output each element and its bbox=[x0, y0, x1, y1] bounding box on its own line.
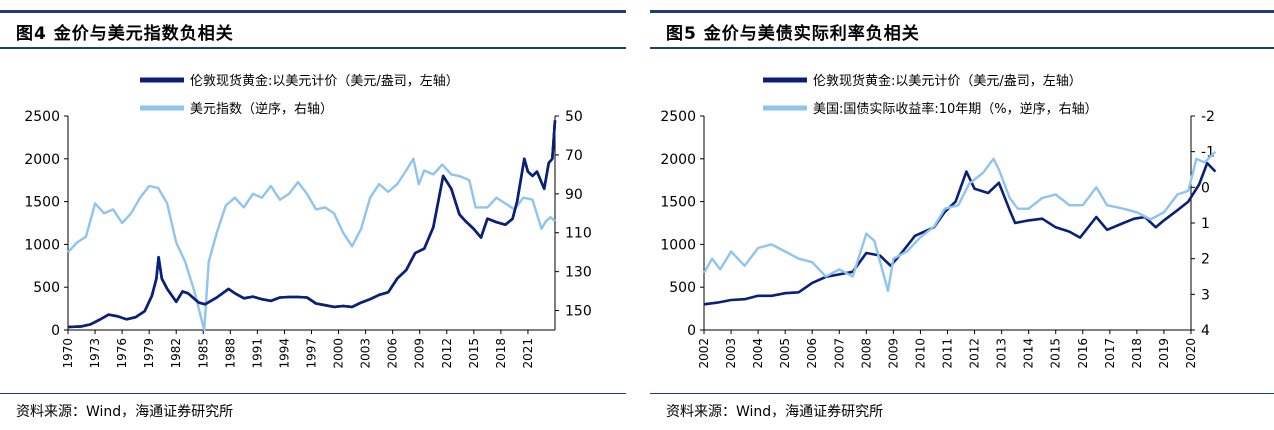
x-tick-label: 2020 bbox=[1184, 338, 1198, 369]
y-right-tick-label: 2 bbox=[1201, 252, 1210, 268]
y-right-tick-label: 90 bbox=[565, 187, 583, 203]
x-tick-label: 2014 bbox=[1022, 338, 1036, 369]
y-right-tick-label: 0 bbox=[1201, 180, 1210, 196]
x-tick-label: 2007 bbox=[832, 338, 846, 369]
x-tick-label: 2018 bbox=[494, 338, 508, 369]
x-tick-label: 1970 bbox=[61, 338, 75, 369]
title-bar: 图5 金价与美债实际利率负相关 bbox=[650, 10, 1274, 49]
x-tick-label: 2015 bbox=[467, 338, 481, 369]
source-note: 资料来源：Wind，海通证券研究所 bbox=[666, 404, 884, 420]
panel-fig4: 图4 金价与美元指数负相关 2500 2000 1500 1000 500 0 50 70 90… bbox=[0, 0, 626, 430]
series-gold-line bbox=[67, 120, 557, 329]
y-right-tick-label: 50 bbox=[565, 109, 583, 125]
x-tick-label: 2010 bbox=[913, 338, 927, 369]
y-right-tick-label: -2 bbox=[1201, 109, 1215, 125]
y-right-tick-label: 4 bbox=[1201, 323, 1210, 339]
y-left-tick-label: 1000 bbox=[24, 237, 60, 253]
x-tick-label: 2011 bbox=[941, 338, 955, 369]
x-tick-label: 2008 bbox=[859, 338, 873, 369]
x-tick-label: 1982 bbox=[169, 338, 183, 369]
x-tick-label: 2009 bbox=[413, 338, 427, 369]
y-right-tick-label: 1 bbox=[1201, 216, 1210, 232]
x-tick-label: 2003 bbox=[359, 338, 373, 369]
legend-label: 美国:国债实际收益率:10年期（%，逆序，右轴） bbox=[813, 101, 1098, 117]
chart-title: 图4 金价与美元指数负相关 bbox=[16, 24, 234, 44]
source-note: 资料来源：Wind，海通证券研究所 bbox=[16, 404, 234, 420]
x-tick-label: 2012 bbox=[968, 338, 982, 369]
x-tick-label: 2016 bbox=[1076, 338, 1090, 369]
series-right-axis-line bbox=[702, 150, 1217, 293]
y-right-tick-label: 70 bbox=[565, 148, 583, 164]
x-tick-label: 2006 bbox=[386, 338, 400, 369]
chart-fig4: 2500 2000 1500 1000 500 0 50 70 90 110 130 150 1970 1… bbox=[24, 73, 592, 369]
legend-label: 伦敦现货黄金:以美元计价（美元/盎司，左轴） bbox=[190, 73, 459, 89]
x-tick-label: 2009 bbox=[886, 338, 900, 369]
series-right-axis-line bbox=[67, 157, 556, 332]
x-tick-label: 1976 bbox=[115, 338, 129, 369]
y-left-tick-label: 1500 bbox=[24, 195, 60, 211]
x-tick-label: 1997 bbox=[305, 338, 319, 369]
x-tick-label: 2002 bbox=[697, 338, 711, 369]
series-gold-line bbox=[703, 161, 1217, 306]
x-tick-label: 1973 bbox=[88, 338, 102, 369]
x-tick-label: 2006 bbox=[805, 338, 819, 369]
y-left-tick-label: 1500 bbox=[660, 195, 696, 211]
y-right-tick-label: 110 bbox=[565, 226, 592, 242]
x-tick-label: 2018 bbox=[1130, 338, 1144, 369]
y-left-tick-label: 0 bbox=[687, 323, 696, 339]
x-tick-label: 2013 bbox=[995, 338, 1009, 369]
series-gold-line-front bbox=[67, 120, 557, 329]
x-tick-label: 1991 bbox=[250, 338, 264, 369]
chart-title: 图5 金价与美债实际利率负相关 bbox=[666, 24, 920, 44]
y-left-tick-label: 0 bbox=[51, 323, 60, 339]
x-tick-label: 1988 bbox=[223, 338, 237, 369]
y-left-tick-label: 2500 bbox=[660, 109, 696, 125]
x-tick-label: 2021 bbox=[521, 338, 535, 369]
x-tick-label: 2017 bbox=[1103, 338, 1117, 369]
panel-fig5: 图5 金价与美债实际利率负相关 2500 2000 1500 1000 500 0 -2 -1… bbox=[650, 0, 1274, 430]
divider bbox=[0, 393, 626, 394]
y-left-tick-label: 500 bbox=[33, 280, 60, 296]
divider bbox=[650, 393, 1274, 394]
title-bar: 图4 金价与美元指数负相关 bbox=[0, 10, 626, 49]
x-tick-label: 2003 bbox=[724, 338, 738, 369]
x-tick-label: 2005 bbox=[778, 338, 792, 369]
y-right-tick-label: 3 bbox=[1201, 287, 1210, 303]
legend-label: 伦敦现货黄金:以美元计价（美元/盎司，左轴） bbox=[813, 73, 1082, 89]
y-left-tick-label: 500 bbox=[669, 280, 696, 296]
x-tick-label: 2019 bbox=[1157, 338, 1171, 369]
x-tick-label: 2000 bbox=[332, 338, 346, 369]
y-left-tick-label: 2000 bbox=[660, 152, 696, 168]
y-right-tick-label: 130 bbox=[565, 265, 592, 281]
y-left-tick-label: 2500 bbox=[24, 109, 60, 125]
x-tick-label: 1979 bbox=[142, 338, 156, 369]
x-tick-label: 1985 bbox=[196, 338, 210, 369]
legend-label: 美元指数（逆序，右轴） bbox=[190, 101, 333, 117]
y-left-tick-label: 2000 bbox=[24, 152, 60, 168]
x-tick-label: 2004 bbox=[751, 338, 765, 369]
x-tick-label: 1994 bbox=[277, 338, 291, 369]
x-tick-label: 2012 bbox=[440, 338, 454, 369]
x-tick-label: 2015 bbox=[1049, 338, 1063, 369]
y-left-tick-label: 1000 bbox=[660, 237, 696, 253]
y-right-tick-label: 150 bbox=[565, 304, 592, 320]
